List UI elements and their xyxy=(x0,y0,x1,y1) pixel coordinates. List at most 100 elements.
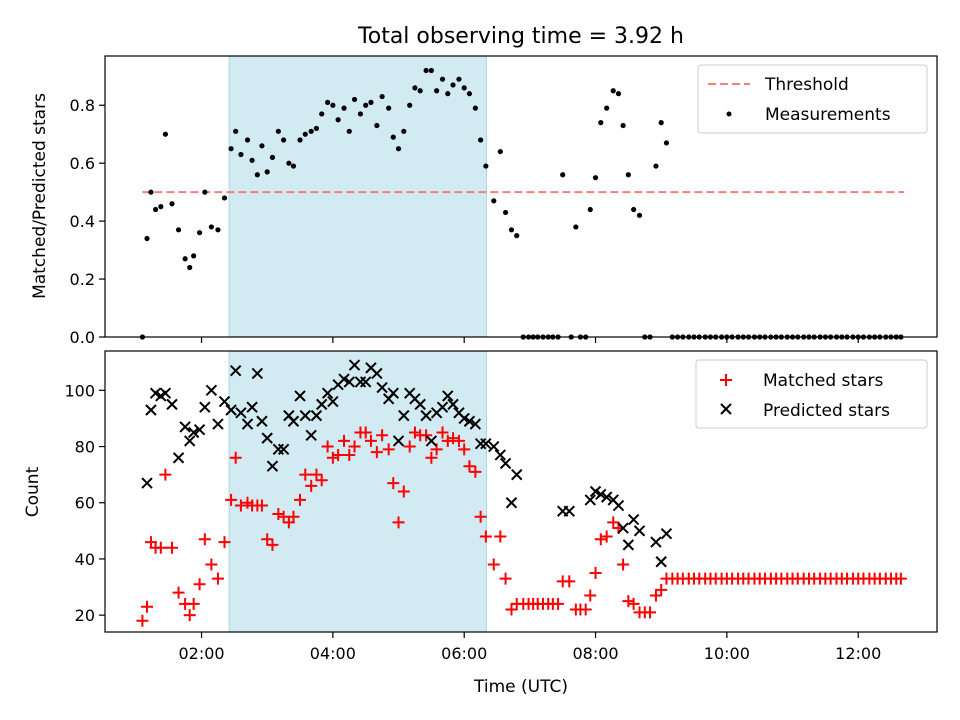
matched-point xyxy=(225,493,238,506)
ratio-panel: 0.00.20.40.60.8 Matched/Predicted stars … xyxy=(30,55,938,347)
matched-point xyxy=(617,558,630,571)
matched-point xyxy=(218,536,231,549)
measurement-point xyxy=(407,102,413,108)
matched-point xyxy=(141,600,154,613)
measurement-point xyxy=(620,122,626,129)
measurement-point xyxy=(456,76,462,82)
measurement-point xyxy=(658,120,664,126)
matched-point xyxy=(229,451,242,464)
predicted-point xyxy=(584,494,596,506)
measurement-point xyxy=(478,137,484,143)
measurement-point xyxy=(508,227,515,233)
measurement-point xyxy=(238,151,244,158)
matched-point xyxy=(447,432,460,445)
matched-point xyxy=(255,499,268,512)
matched-point xyxy=(272,507,285,520)
predicted-point xyxy=(425,435,438,447)
measurement-point xyxy=(497,148,503,155)
matched-point xyxy=(607,516,620,529)
matched-point xyxy=(261,533,274,546)
predicted-point xyxy=(563,505,575,517)
matched-point xyxy=(579,603,592,616)
measurement-point xyxy=(264,169,270,175)
ratio-ytick-label: 0.4 xyxy=(70,212,95,231)
count-legend: Matched stars Predicted stars xyxy=(695,359,928,429)
matched-point xyxy=(894,572,907,585)
predicted-point xyxy=(617,522,629,534)
measurement-point xyxy=(302,131,308,137)
predicted-point xyxy=(218,395,231,408)
matched-point xyxy=(326,451,339,464)
measurement-point xyxy=(412,85,418,91)
matched-point xyxy=(338,434,351,447)
ratio-legend: Threshold Measurements xyxy=(697,64,928,134)
measurement-point xyxy=(363,102,369,108)
matched-point xyxy=(463,460,476,473)
matched-point xyxy=(315,474,328,487)
predicted-point xyxy=(321,387,334,399)
predicted-point xyxy=(184,435,196,447)
predicted-point xyxy=(145,404,157,416)
predicted-point xyxy=(392,435,405,447)
matched-point xyxy=(397,485,410,498)
matched-point xyxy=(499,572,512,585)
measurement-point xyxy=(254,172,260,178)
matched-point xyxy=(563,575,576,588)
measurement-point xyxy=(450,82,456,88)
measurement-point xyxy=(259,143,265,149)
matched-point xyxy=(479,530,492,543)
ratio-ylabel: Matched/Predicted stars xyxy=(30,93,50,299)
matched-point xyxy=(584,589,597,602)
x-tick-label: 04:00 xyxy=(310,644,356,663)
predicted-point xyxy=(294,390,306,402)
measurement-point xyxy=(502,209,509,216)
measurement-point xyxy=(379,93,385,100)
count-ytick-label: 40 xyxy=(75,550,95,569)
matched-point xyxy=(172,586,185,599)
legend-matched-swatch xyxy=(720,374,732,386)
predicted-point xyxy=(225,404,237,416)
predicted-point xyxy=(141,477,153,489)
legend-threshold-label: Threshold xyxy=(764,75,849,95)
predicted-point xyxy=(650,536,662,548)
measurement-point xyxy=(386,105,392,111)
measurement-point xyxy=(196,230,203,236)
measurement-point xyxy=(152,206,159,213)
measurement-point xyxy=(351,96,358,103)
predicted-point xyxy=(327,395,339,408)
measurement-point xyxy=(631,206,637,213)
ratio-ytick-label: 0.6 xyxy=(70,154,95,173)
measurement-point xyxy=(191,253,197,259)
matched-point xyxy=(359,426,372,439)
predicted-point xyxy=(261,432,273,444)
predicted-point xyxy=(627,513,640,526)
chart-title: Total observing time = 3.92 h xyxy=(357,24,684,49)
measurement-point xyxy=(148,189,154,195)
predicted-point xyxy=(251,367,264,380)
measurement-point xyxy=(636,212,643,218)
predicted-point xyxy=(499,457,512,470)
measurement-point xyxy=(395,146,402,152)
count-ytick-label: 100 xyxy=(64,381,95,400)
measurement-point xyxy=(202,189,208,195)
measurement-point xyxy=(374,122,380,129)
measurement-point xyxy=(325,99,331,105)
legend-predicted-swatch xyxy=(720,403,732,415)
predicted-point xyxy=(187,426,200,439)
predicted-point xyxy=(343,376,355,388)
measurement-point xyxy=(158,204,164,210)
predicted-point xyxy=(488,440,500,453)
measurement-point xyxy=(244,137,251,143)
measurement-point xyxy=(249,157,255,163)
measurement-point xyxy=(228,146,234,152)
predicted-point xyxy=(595,488,607,501)
matched-point xyxy=(211,572,224,585)
matched-point xyxy=(408,426,421,439)
matched-point xyxy=(187,597,200,610)
measurement-point xyxy=(598,120,604,126)
matched-point xyxy=(452,434,465,447)
matched-point xyxy=(458,443,471,456)
matched-point xyxy=(552,597,565,610)
predicted-point xyxy=(442,390,454,402)
predicted-point xyxy=(494,449,507,461)
